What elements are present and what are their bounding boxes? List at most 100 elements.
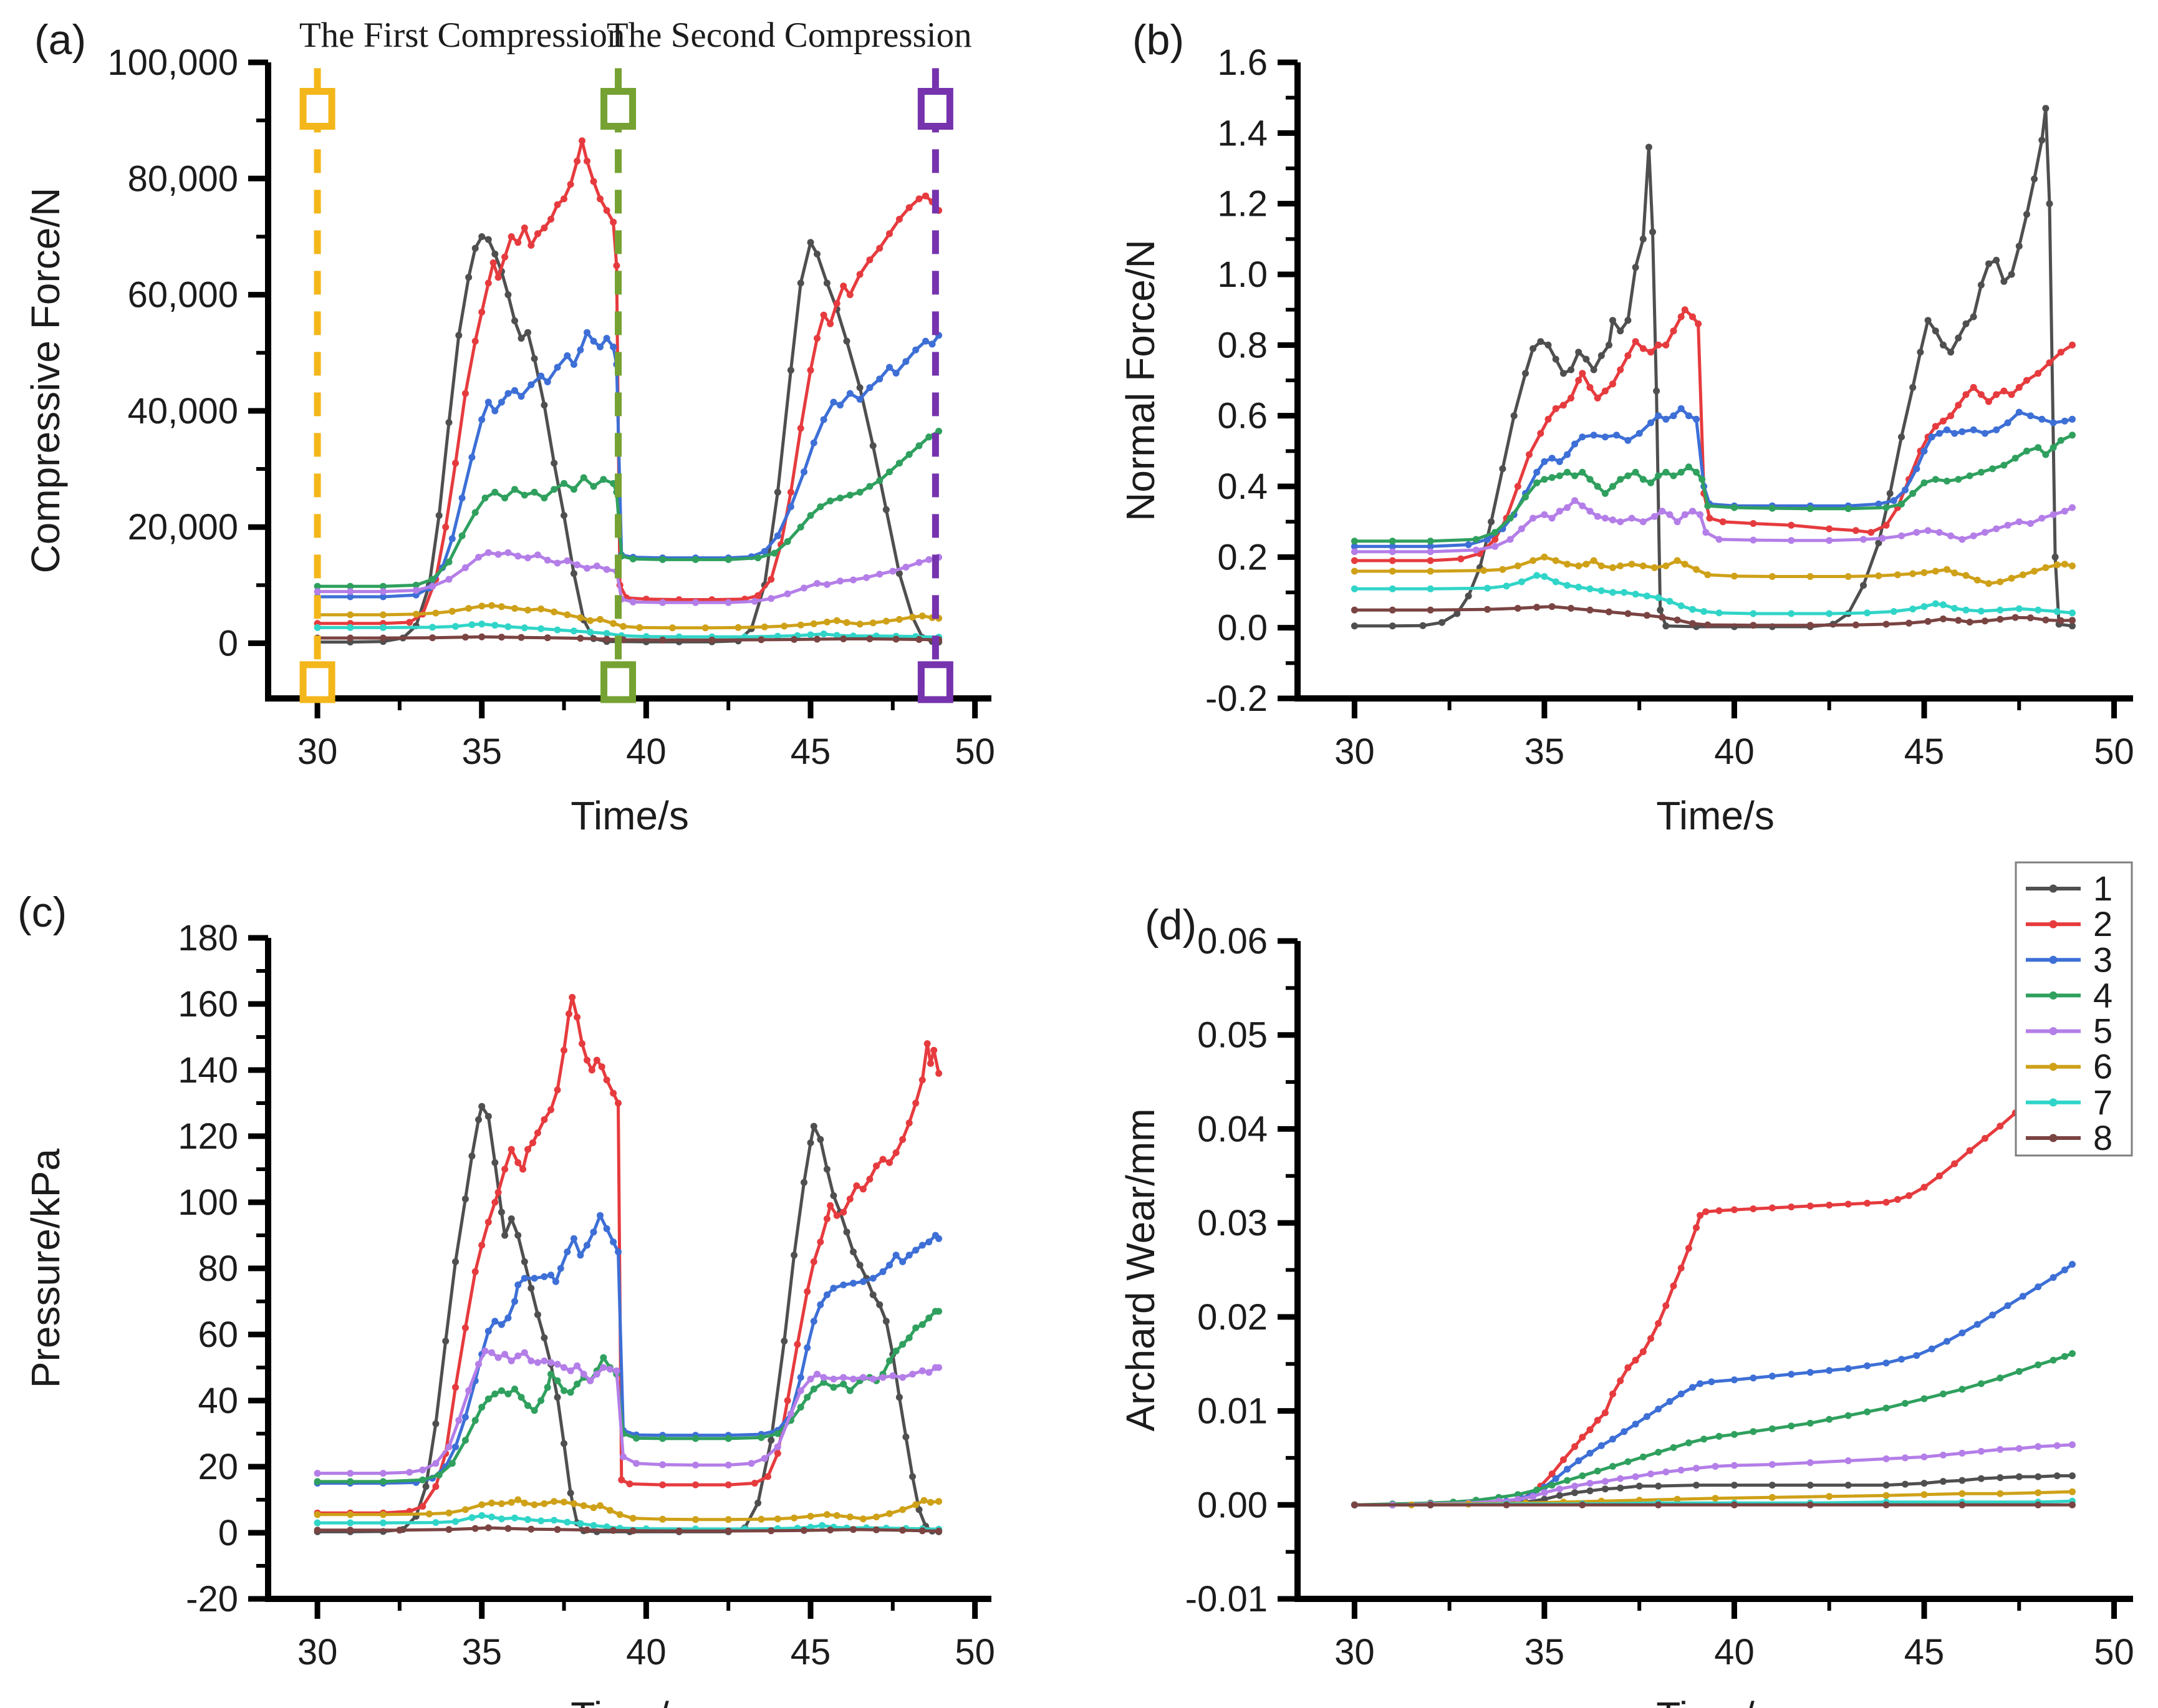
panel-d: (d) 30 35 40 45 50 -0.01 0.00 0.01 0.02 0.03 0.04 0… (1079, 854, 2158, 1708)
panel-label-d: (d) (1145, 901, 1197, 948)
svg-text:0: 0 (218, 1513, 238, 1553)
marker-square-first-compression-end (600, 661, 637, 703)
y-axis-title: Compressive Force/N (23, 188, 68, 574)
y-axis-title: Archard Wear/mm (1118, 1108, 1163, 1431)
marker-square-second-compression-end (917, 88, 953, 130)
legend-marker-4 (2049, 991, 2058, 1000)
chart-a-root: 30 35 40 45 50 0 20,000 40,000 60,000 80,000 100,0… (23, 16, 995, 838)
svg-text:0.6: 0.6 (1217, 396, 1268, 437)
marker-square-first-compression-start (299, 661, 335, 703)
y-axis-title: Normal Force/N (1118, 239, 1163, 521)
svg-text:35: 35 (461, 1632, 502, 1672)
legend-label-7: 7 (2093, 1083, 2112, 1122)
svg-text:60,000: 60,000 (128, 275, 238, 316)
series-group (314, 993, 943, 1535)
svg-text:1.2: 1.2 (1217, 184, 1268, 224)
panel-label-b: (b) (1132, 16, 1185, 64)
legend-label-2: 2 (2093, 904, 2112, 943)
svg-text:0.0: 0.0 (1217, 608, 1268, 649)
chart-b-root: 30 35 40 45 50 -0.2 0.0 0.2 0.4 0.6 0.8 1.0 1.2 1.4 1.… (1118, 42, 2134, 838)
panel-label-c: (c) (17, 889, 67, 936)
legend-label-3: 3 (2093, 940, 2112, 979)
chart-d-root: 30 35 40 45 50-0.010.000.010.020.030.040.050… (1118, 861, 2134, 1708)
svg-text:80: 80 (198, 1248, 238, 1289)
legend-label-6: 6 (2093, 1047, 2112, 1086)
legend-label-8: 8 (2093, 1118, 2112, 1157)
legend-label-4: 4 (2093, 975, 2112, 1015)
legend-marker-7 (2049, 1098, 2058, 1107)
svg-text:40: 40 (626, 731, 667, 772)
svg-text:40: 40 (1714, 1632, 1755, 1672)
series-line-5 (316, 1349, 941, 1475)
svg-text:40: 40 (1714, 731, 1755, 772)
legend-marker-3 (2049, 955, 2058, 964)
svg-text:180: 180 (178, 918, 238, 958)
svg-text:1.4: 1.4 (1217, 113, 1268, 153)
svg-text:40,000: 40,000 (128, 391, 238, 432)
svg-text:45: 45 (791, 1632, 831, 1672)
series-line-6 (1352, 555, 2074, 586)
svg-text:0.01: 0.01 (1197, 1391, 1268, 1432)
svg-text:0: 0 (218, 624, 238, 664)
svg-text:20,000: 20,000 (128, 507, 238, 548)
svg-text:0.00: 0.00 (1197, 1485, 1268, 1525)
axes: 30 35 40 45 50-0.010.000.010.020.030.040.050… (1118, 921, 2134, 1708)
svg-text:30: 30 (1334, 731, 1375, 772)
legend-label-1: 1 (2093, 869, 2112, 908)
svg-text:140: 140 (178, 1050, 238, 1091)
svg-text:30: 30 (297, 731, 338, 772)
x-axis-title: Time/s (1656, 1694, 1775, 1708)
chart-compressive-force: 30 35 40 45 50 0 20,000 40,000 60,000 80,000 100,0… (23, 16, 995, 838)
svg-text:0.04: 0.04 (1197, 1109, 1268, 1149)
svg-text:0.02: 0.02 (1197, 1297, 1268, 1338)
panel-b: (b) 30 35 40 45 50 -0.2 0.0 0.2 0.4 0.6 0.8 1.0 1.2 1… (1079, 0, 2158, 854)
svg-text:40: 40 (626, 1632, 667, 1672)
svg-text:30: 30 (297, 1632, 338, 1672)
x-axis-title: Time/s (1656, 793, 1775, 838)
series-line-1 (1352, 107, 2074, 629)
x-axis-title: Time/s (571, 793, 689, 838)
series-line-5 (1352, 1443, 2074, 1507)
marker-square-second-compression-end (917, 661, 953, 703)
annotation-text: The First Compression (299, 16, 625, 55)
series-line-4 (316, 1310, 941, 1484)
svg-text:0.8: 0.8 (1217, 325, 1268, 365)
marker-square-first-compression-start (299, 88, 335, 130)
panel-a: (a) 30 35 40 45 50 0 20,000 40,000 60,000 80,000 1… (0, 0, 1079, 854)
svg-text:45: 45 (1904, 731, 1945, 772)
legend-box (2015, 861, 2133, 1157)
svg-text:35: 35 (1525, 731, 1565, 772)
legend-marker-6 (2049, 1063, 2058, 1071)
series-line-8 (316, 1526, 941, 1533)
y-axis-title: Pressure/kPa (23, 1149, 68, 1389)
svg-text:0.4: 0.4 (1217, 466, 1268, 507)
svg-text:0.06: 0.06 (1197, 921, 1268, 962)
svg-text:1.6: 1.6 (1217, 42, 1268, 83)
marker-square-first-compression-end (600, 88, 637, 130)
legend-label-5: 5 (2093, 1011, 2112, 1051)
panel-c: (c) 30 35 40 45 50 -20 0 20 40 60 80 100 120 140 160 18… (0, 854, 1079, 1708)
svg-text:0.2: 0.2 (1217, 537, 1268, 577)
axes: 30 35 40 45 50 -20 0 20 40 60 80 100 120 140 160 180 Tim… (23, 918, 995, 1708)
svg-text:60: 60 (198, 1315, 238, 1355)
svg-text:35: 35 (461, 731, 502, 772)
series-line-4 (316, 430, 941, 588)
svg-text:40: 40 (198, 1381, 238, 1421)
svg-text:50: 50 (2094, 1632, 2134, 1672)
svg-text:45: 45 (1904, 1632, 1945, 1672)
series-line-3 (316, 1213, 941, 1485)
svg-text:100,000: 100,000 (107, 42, 238, 83)
svg-text:-0.2: -0.2 (1205, 678, 1268, 719)
series-line-2 (1352, 308, 2074, 562)
legend-marker-1 (2049, 884, 2058, 893)
axes: 30 35 40 45 50 0 20,000 40,000 60,000 80,000 100,0… (23, 42, 995, 838)
series-group (1351, 105, 2076, 630)
legend-marker-5 (2049, 1027, 2058, 1036)
svg-text:0.03: 0.03 (1197, 1203, 1268, 1243)
chart-pressure: 30 35 40 45 50 -20 0 20 40 60 80 100 120 140 160 180 Tim… (23, 918, 995, 1708)
svg-text:50: 50 (2094, 731, 2134, 772)
series-line-4 (1352, 1352, 2074, 1507)
series-group (1351, 1039, 2076, 1508)
